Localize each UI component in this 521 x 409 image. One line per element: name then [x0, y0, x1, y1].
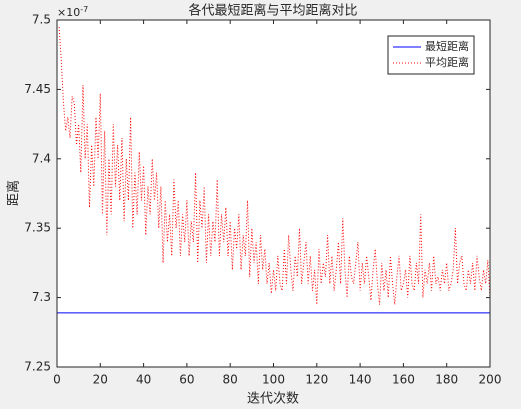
y-tick-label: 7.45: [24, 82, 51, 96]
legend-box: [387, 35, 475, 75]
data-line: [58, 26, 491, 305]
y-multiplier: ×10-7: [57, 5, 88, 20]
x-tick-label: 200: [479, 373, 502, 387]
y-tick-label: 7.4: [32, 151, 51, 165]
y-tick-label: 7.3: [32, 290, 51, 304]
y-multiplier-base: ×10: [57, 6, 80, 19]
chart-title: 各代最短距离与平均距离对比: [188, 3, 357, 19]
x-tick-label: 0: [53, 373, 61, 387]
plot-area: [57, 20, 490, 367]
y-tick-label: 7.5: [32, 13, 51, 27]
y-tick-label: 7.35: [24, 221, 51, 235]
plot-frame: [56, 19, 491, 368]
x-tick-label: 120: [305, 373, 328, 387]
x-tick-label: 140: [349, 373, 372, 387]
x-tick-label: 100: [262, 373, 285, 387]
x-tick-label: 20: [93, 373, 108, 387]
x-tick-label: 80: [223, 373, 238, 387]
x-tick-label: 60: [179, 373, 194, 387]
x-tick-label: 180: [435, 373, 458, 387]
x-axis-label: 迭代次数: [247, 391, 299, 407]
legend-label: 平均距离: [425, 55, 469, 69]
y-tick-label: 7.25: [24, 360, 51, 374]
y-multiplier-exponent: -7: [80, 5, 88, 14]
x-tick-label: 40: [136, 373, 151, 387]
legend-label: 最短距离: [425, 39, 469, 53]
y-axis-label: 距离: [6, 180, 22, 206]
x-tick-label: 160: [392, 373, 415, 387]
